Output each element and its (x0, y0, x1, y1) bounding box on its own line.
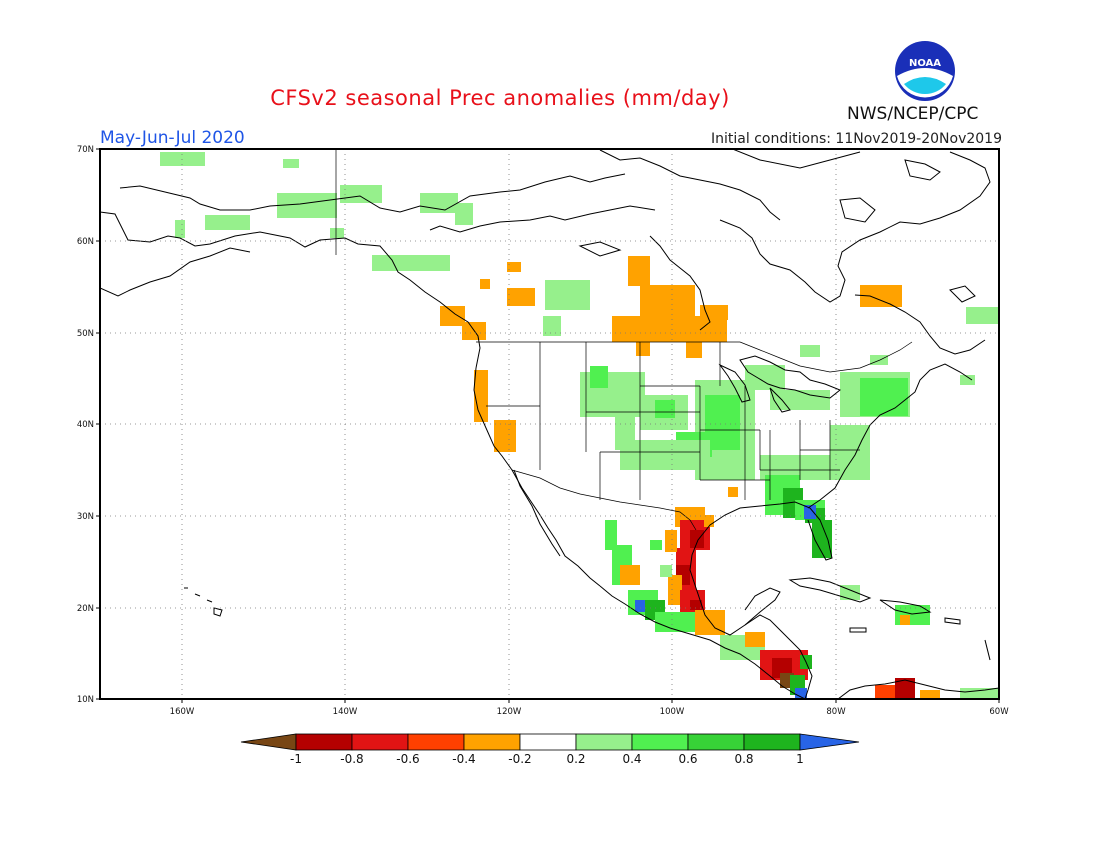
colorbar-label: 0.2 (566, 752, 585, 766)
initial-conditions-label: Initial conditions: 11Nov2019-20Nov2019 (711, 131, 1002, 147)
colorbar-label: 0.6 (678, 752, 697, 766)
colorbar-segment (295, 733, 353, 751)
lat-label: 70N (77, 145, 94, 155)
map-frame (99, 148, 1000, 700)
coastlines (100, 149, 999, 699)
lat-label: 10N (77, 695, 94, 705)
colorbar-segment (463, 733, 521, 751)
lon-label: 80W (826, 707, 846, 717)
agency-label: NWS/NCEP/CPC (847, 104, 979, 124)
lat-label: 50N (77, 329, 94, 339)
colorbar-label: -0.2 (508, 752, 531, 766)
map-title: CFSv2 seasonal Prec anomalies (mm/day) (270, 86, 730, 110)
colorbar-high-arrow (799, 733, 860, 751)
graticule (100, 149, 999, 699)
lat-label: 30N (77, 512, 94, 522)
colorbar-label: -0.8 (340, 752, 363, 766)
lon-label: 100W (660, 707, 685, 717)
colorbar-segment (631, 733, 689, 751)
longitude-labels: 160W 140W 120W 100W 80W 60W (170, 707, 1010, 717)
noaa-logo-text: NOAA (909, 58, 941, 69)
colorbar-label: -0.4 (452, 752, 475, 766)
colorbar-segment (743, 733, 801, 751)
political-boundaries (335, 150, 913, 531)
season-label: May-Jun-Jul 2020 (100, 128, 245, 148)
lat-label: 40N (77, 420, 94, 430)
colorbar (240, 733, 860, 751)
lon-label: 60W (989, 707, 1009, 717)
colorbar-labels: -1 -0.8 -0.6 -0.4 -0.2 0.2 0.4 0.6 0.8 1 (290, 752, 804, 766)
lon-label: 160W (170, 707, 195, 717)
colorbar-segment (407, 733, 465, 751)
lat-label: 20N (77, 604, 94, 614)
colorbar-label: -1 (290, 752, 302, 766)
lon-label: 120W (497, 707, 522, 717)
colorbar-segment (519, 733, 577, 751)
colorbar-label: 0.4 (622, 752, 641, 766)
colorbar-segment (575, 733, 633, 751)
latitude-labels: 70N 60N 50N 40N 30N 20N 10N (77, 145, 94, 705)
colorbar-segment (351, 733, 409, 751)
colorbar-label: 1 (796, 752, 804, 766)
axis-ticks (96, 148, 1000, 703)
anomaly-shading (160, 152, 999, 699)
noaa-logo: NOAA (895, 41, 955, 101)
colorbar-segment (687, 733, 745, 751)
lat-label: 60N (77, 237, 94, 247)
lon-label: 140W (333, 707, 358, 717)
colorbar-low-arrow (240, 733, 297, 751)
colorbar-label: 0.8 (734, 752, 753, 766)
colorbar-label: -0.6 (396, 752, 419, 766)
